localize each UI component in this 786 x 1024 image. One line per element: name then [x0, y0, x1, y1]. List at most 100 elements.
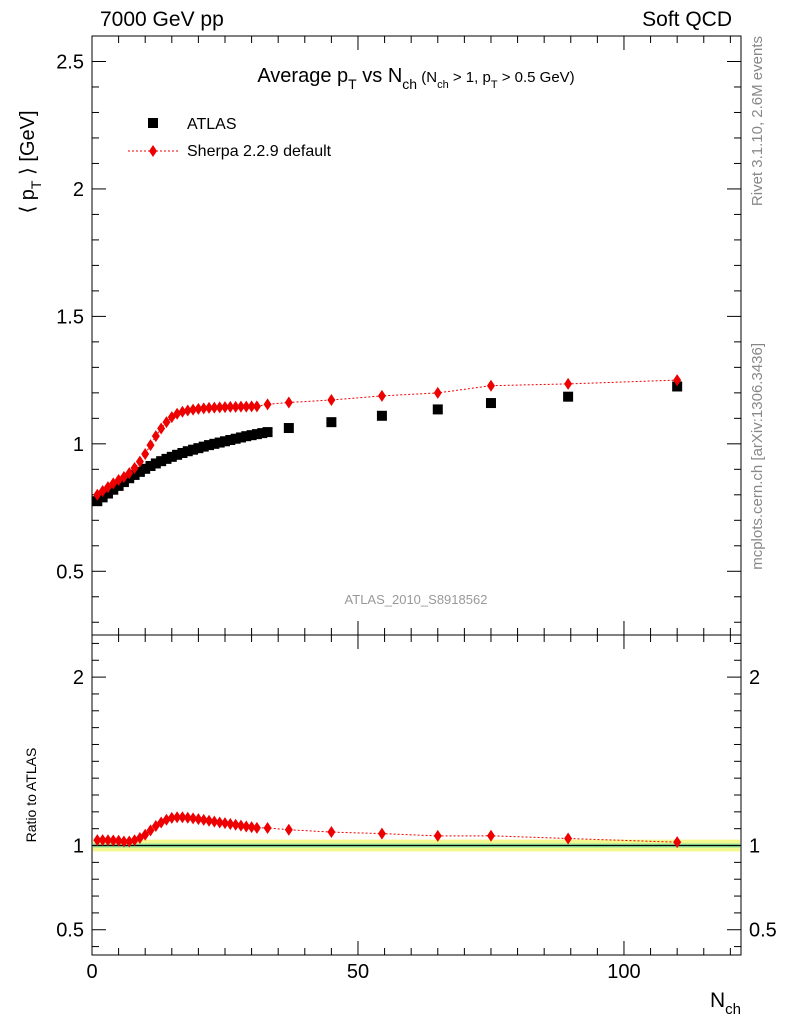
atlas-point [326, 417, 337, 428]
atlas-point [225, 435, 236, 446]
ratio-sherpa-point [433, 829, 442, 842]
atlas-point [376, 410, 387, 421]
ratio-sherpa-point [98, 834, 107, 847]
sherpa-point [205, 401, 214, 414]
sherpa-point [125, 467, 134, 480]
atlas-point [97, 492, 108, 503]
sherpa-point [178, 405, 187, 418]
ratio-y-tick-label-right: 0.5 [749, 920, 777, 942]
atlas-point [134, 466, 145, 477]
atlas-point [563, 391, 574, 402]
atlas-point [219, 436, 230, 447]
atlas-point [177, 448, 188, 459]
ratio-sherpa-point [284, 823, 293, 836]
ratio-sherpa-point [109, 834, 118, 847]
sherpa-point [135, 455, 144, 468]
sherpa-point [189, 403, 198, 416]
sherpa-point [564, 377, 573, 390]
atlas-point [129, 469, 140, 480]
ratio-sherpa-point [194, 813, 203, 826]
atlas-point [161, 453, 172, 464]
atlas-point [188, 444, 199, 455]
atlas-point [262, 427, 273, 438]
main-y-tick-label: 2 [73, 179, 84, 201]
atlas-point [150, 458, 161, 469]
sherpa-point [327, 393, 336, 406]
sherpa-point [162, 416, 171, 429]
atlas-point [209, 438, 220, 449]
sherpa-point [673, 374, 682, 387]
sherpa-point [210, 401, 219, 414]
atlas-point [182, 446, 193, 457]
main-y-axis-label: ⟨ pT ⟩ [GeV] [17, 110, 44, 213]
atlas-point [156, 456, 167, 467]
legend-label-atlas: ATLAS [187, 116, 237, 133]
sherpa-point [252, 400, 261, 413]
sherpa-point [130, 462, 139, 475]
mcplots-label: mcplots.cern.ch [arXiv:1306.3436] [749, 343, 766, 570]
sherpa-point [284, 396, 293, 409]
ratio-sherpa-point [125, 835, 134, 848]
atlas-point [230, 433, 241, 444]
atlas-point [246, 430, 257, 441]
ratio-sherpa-point [215, 816, 224, 829]
ratio-sherpa-point [119, 835, 128, 848]
sherpa-point [151, 430, 160, 443]
atlas-point [214, 437, 225, 448]
ratio-y-axis-label: Ratio to ATLAS [23, 748, 39, 843]
atlas-point [485, 398, 496, 409]
atlas-point [92, 496, 103, 507]
ratio-sherpa-point [178, 811, 187, 824]
legend-marker-sherpa [149, 145, 157, 157]
ratio-sherpa-point [205, 814, 214, 827]
atlas-point [145, 461, 156, 472]
ratio-sherpa-line [97, 816, 678, 843]
ratio-sherpa-point [189, 812, 198, 825]
main-y-tick-label: 1.5 [56, 306, 84, 328]
ratio-sherpa-point [263, 822, 272, 835]
legend-label-sherpa: Sherpa 2.2.9 default [187, 143, 332, 160]
atlas-point [672, 381, 683, 392]
header-category: Soft QCD [642, 8, 732, 31]
sherpa-point [433, 386, 442, 399]
ratio-sherpa-point [486, 829, 495, 842]
atlas-point [140, 463, 151, 474]
ratio-sherpa-point [236, 819, 245, 832]
atlas-point [257, 428, 268, 439]
atlas-point [108, 484, 119, 495]
x-tick-label: 0 [86, 961, 97, 983]
sherpa-point [194, 402, 203, 415]
sherpa-point [183, 404, 192, 417]
main-y-tick-label: 1 [73, 434, 84, 456]
atlas-point [166, 451, 177, 462]
atlas-point [241, 431, 252, 442]
x-axis-label: Nch [710, 989, 741, 1018]
ratio-sherpa-point [183, 811, 192, 824]
atlas-point [102, 488, 113, 499]
sherpa-line [97, 379, 678, 496]
ratio-y-tick-label-left: 2 [73, 667, 84, 689]
header-collision: 7000 GeV pp [100, 8, 224, 31]
atlas-point [198, 441, 209, 452]
plot-title: Average pT vs Nch (Nch > 1, pT > 0.5 GeV… [257, 65, 574, 92]
ratio-y-tick-label-right: 1 [749, 836, 760, 858]
sherpa-point [226, 400, 235, 413]
ratio-sherpa-point [210, 815, 219, 828]
ratio-sherpa-point [226, 817, 235, 830]
atlas-point [193, 443, 204, 454]
ratio-sherpa-point [199, 813, 208, 826]
atlas-point [251, 429, 262, 440]
ratio-y-tick-label-left: 0.5 [56, 920, 84, 942]
ratio-sherpa-point [327, 826, 336, 839]
atlas-point [235, 432, 246, 443]
analysis-label: ATLAS_2010_S8918562 [345, 592, 488, 607]
ratio-sherpa-point [252, 821, 261, 834]
ratio-sherpa-point [114, 834, 123, 847]
sherpa-point [141, 448, 150, 461]
ratio-sherpa-point [173, 811, 182, 824]
ratio-sherpa-point [231, 818, 240, 831]
main-y-tick-label: 0.5 [56, 561, 84, 583]
ratio-y-tick-label-left: 1 [73, 836, 84, 858]
ratio-sherpa-point [242, 820, 251, 833]
